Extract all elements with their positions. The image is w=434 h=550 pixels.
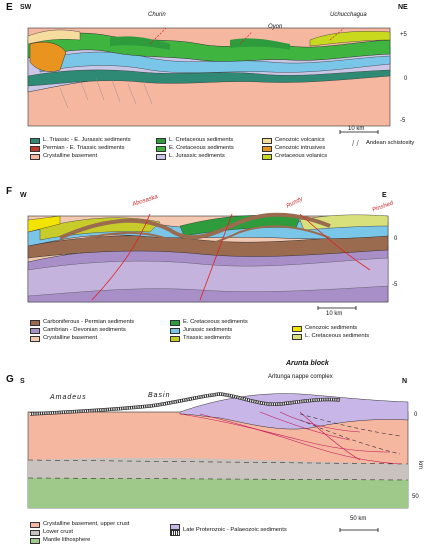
legend-label: Crystalline basement, upper crust	[43, 521, 130, 527]
panel-f-left-direction: W	[20, 192, 27, 199]
legend-swatch	[292, 326, 302, 332]
panel-g-letter: G	[6, 374, 14, 385]
legend-label: Cretaceous volanics	[275, 153, 328, 159]
legend-label: Triassic sediments	[183, 335, 231, 341]
legend-label: Jurassic sediments	[183, 327, 233, 333]
legend-swatch	[30, 530, 40, 536]
legend-swatch	[30, 328, 40, 334]
legend-label: Crystalline basement	[43, 153, 98, 159]
schistosity-icon: / /	[352, 139, 359, 148]
panel-e-letter: E	[6, 2, 13, 13]
legend-swatch	[262, 146, 272, 152]
legend-swatch	[292, 334, 302, 340]
legend-label: Cenozoic volcanics	[275, 137, 325, 143]
axis-tick-label: 0	[404, 76, 408, 82]
legend-label: L. Triassic - E. Jurassic sediments	[43, 137, 131, 143]
panel-f-right-direction: E	[382, 192, 387, 199]
legend-swatch	[170, 524, 180, 530]
axis-tick-label: 0	[394, 236, 398, 242]
axis-tick-label: km	[417, 461, 423, 469]
panel-e-section	[27, 27, 391, 134]
legend-swatch	[170, 328, 180, 334]
legend-label: Carboniferous - Permian sediments	[43, 319, 135, 325]
legend-label: Andean schistosity	[366, 140, 415, 146]
legend-swatch	[156, 146, 166, 152]
legend-swatch	[156, 138, 166, 144]
legend-swatch	[30, 138, 40, 144]
legend-swatch	[170, 320, 180, 326]
legend-label: E. Cretaceous sediments	[169, 145, 234, 151]
panel-f-section	[27, 212, 389, 310]
legend-swatch	[30, 336, 40, 342]
axis-tick-label: +5	[400, 32, 407, 38]
legend-label: Lower crust	[43, 529, 73, 535]
legend-swatch	[156, 154, 166, 160]
legend-label: L. Cretaceous sediments	[305, 333, 370, 339]
legend-label: L. Cretaceous sediments	[169, 137, 234, 143]
legend-label: L. Jurassic sediments	[169, 153, 225, 159]
legend-swatch	[262, 154, 272, 160]
region-label: Arunta block	[286, 360, 329, 367]
place-label: Churin	[148, 12, 166, 18]
place-label: Uchucchagua	[330, 12, 367, 18]
panel-g-section	[27, 392, 409, 532]
legend-swatch	[30, 146, 40, 152]
legend-swatch	[30, 538, 40, 544]
scale-bar-label: 50 km	[350, 516, 367, 522]
axis-tick-label: -5	[400, 118, 406, 124]
legend-swatch	[30, 154, 40, 160]
panel-g-right-direction: N	[402, 378, 408, 385]
panel-f-letter: F	[6, 186, 13, 197]
legend-label: Cenozoic sediments	[305, 325, 358, 331]
legend-swatch	[30, 320, 40, 326]
legend-swatch	[30, 522, 40, 528]
scale-bar-label: 10 km	[348, 126, 365, 132]
legend-label: Late Proterozoic - Palaeozoic sediments	[183, 527, 287, 533]
basin-label: Amadeus	[50, 394, 87, 401]
panel-e-left-direction: SW	[20, 4, 32, 11]
place-label: Oyon	[268, 24, 283, 30]
legend-label: Cenozoic intrusives	[275, 145, 326, 151]
legend-label: E. Cretaceous sediments	[183, 319, 248, 325]
legend-swatch	[170, 530, 180, 536]
panel-e-right-direction: NE	[398, 4, 408, 11]
axis-tick-label: 50	[412, 494, 419, 500]
legend-label: Permian - E. Triassic sediments	[43, 145, 125, 151]
legend-swatch	[262, 138, 272, 144]
legend-label: Crystalline basement	[43, 335, 98, 341]
scale-bar-label: 10 km	[326, 311, 343, 317]
complex-label: Arltunga nappe complex	[268, 374, 333, 380]
legend-swatch	[170, 336, 180, 342]
legend-label: Mantle lithosphere	[43, 537, 91, 543]
axis-tick-label: 0	[414, 412, 418, 418]
legend-label: Cambrian - Devonian sediments	[43, 327, 126, 333]
panel-g-left-direction: S	[20, 378, 25, 385]
axis-tick-label: -5	[392, 282, 398, 288]
basin-label: Basin	[148, 392, 171, 399]
